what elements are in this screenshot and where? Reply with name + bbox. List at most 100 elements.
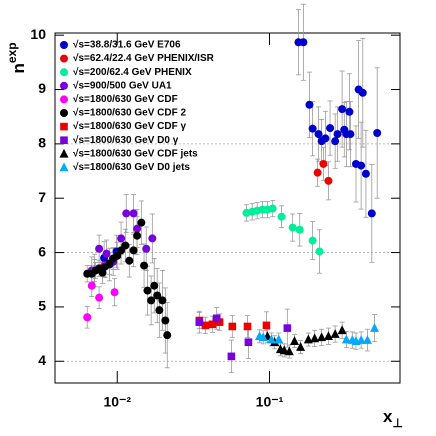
marker-triangle — [284, 346, 294, 356]
marker-square — [228, 322, 237, 331]
marker-triangle — [310, 333, 320, 343]
x-tick-label: 10⁻¹ — [256, 394, 284, 410]
x-label-subscript: ⊥ — [392, 416, 402, 430]
marker-circle — [129, 209, 138, 218]
marker-circle — [95, 244, 104, 253]
legend-label: √s=900/500 GeV UA1 — [73, 80, 172, 91]
marker-square — [208, 320, 217, 329]
marker-circle — [315, 247, 324, 256]
y-tick-label: 6 — [38, 243, 46, 259]
marker-circle — [299, 38, 308, 47]
marker-triangle — [303, 334, 313, 344]
marker-circle — [313, 168, 322, 177]
marker-triangle — [337, 325, 347, 335]
marker-circle — [122, 209, 131, 218]
y-tick-label: 9 — [38, 80, 46, 96]
marker-square — [215, 318, 224, 326]
legend-label: √s=62.4/22.4 GeV PHENIX/ISR — [73, 53, 215, 64]
marker-circle — [321, 134, 330, 143]
marker-circle — [161, 316, 170, 325]
legend-label: √s=1800/630 GeV CDF jets — [73, 148, 198, 159]
marker-triangle — [266, 334, 276, 344]
marker-circle — [163, 331, 172, 340]
marker-square — [227, 352, 236, 361]
marker-circle — [137, 218, 146, 227]
marker-circle — [133, 231, 142, 240]
marker-circle — [133, 224, 142, 233]
marker-circle — [98, 268, 107, 277]
marker-circle — [361, 169, 370, 178]
legend-label: √s=1800/630 GeV D0 γ — [73, 135, 179, 146]
marker-circle — [110, 288, 119, 297]
marker-square — [212, 314, 221, 323]
marker-circle — [319, 159, 328, 168]
marker-circle — [305, 100, 314, 109]
marker-triangle — [370, 323, 380, 332]
legend-marker — [60, 122, 68, 131]
marker-circle — [148, 234, 157, 243]
y-label-superscript: exp — [5, 42, 19, 63]
marker-circle — [102, 249, 111, 258]
marker-circle — [338, 105, 347, 114]
plot-frame — [54, 32, 401, 384]
marker-circle — [308, 124, 317, 133]
marker-circle — [153, 291, 162, 300]
marker-triangle — [341, 334, 351, 344]
marker-circle — [346, 130, 355, 139]
y-label-base: n — [9, 63, 28, 73]
marker-circle — [117, 234, 126, 243]
marker-circle — [142, 244, 151, 253]
legend-marker — [60, 109, 68, 117]
marker-square — [283, 324, 292, 332]
marker-circle — [158, 296, 167, 305]
legend-marker — [59, 148, 69, 158]
marker-square — [244, 338, 253, 347]
legend-marker — [60, 81, 68, 90]
y-tick-label: 4 — [38, 352, 46, 368]
legend-marker — [60, 95, 68, 104]
legend-label: √s=1800/630 GeV CDF γ — [73, 121, 186, 132]
marker-triangle — [356, 335, 366, 344]
legend-marker — [59, 162, 69, 172]
legend-marker — [60, 41, 68, 49]
y-axis-label: nexp — [5, 42, 28, 73]
marker-circle — [129, 246, 138, 255]
marker-triangle — [296, 342, 306, 351]
marker-circle — [268, 204, 277, 213]
marker-circle — [345, 107, 354, 116]
y-tick-label: 8 — [38, 135, 46, 151]
y-tick-label: 5 — [38, 298, 46, 314]
marker-circle — [314, 130, 323, 139]
marker-circle — [87, 281, 96, 290]
legend-label: √s=1800/630 GeV CDF 2 — [73, 108, 186, 119]
x-axis-label: x⊥ — [383, 407, 403, 430]
x-label-base: x — [383, 407, 393, 426]
marker-triangle — [290, 336, 300, 345]
marker-circle — [373, 129, 382, 137]
marker-circle — [121, 241, 130, 250]
marker-circle — [308, 236, 317, 245]
marker-square — [201, 321, 210, 330]
marker-circle — [333, 130, 342, 139]
marker-circle — [326, 124, 335, 133]
y-tick-label: 7 — [38, 189, 46, 205]
x-tick-label: 10⁻² — [103, 394, 131, 410]
y-tick-label: 10 — [30, 26, 46, 42]
legend-label: √s=200/62.4 GeV PHENIX — [73, 67, 192, 78]
legend-marker — [60, 136, 68, 144]
marker-circle — [143, 286, 152, 295]
marker-circle — [324, 176, 333, 185]
marker-circle — [150, 281, 159, 290]
marker-circle — [140, 261, 149, 270]
marker-circle — [331, 137, 340, 146]
marker-square — [262, 321, 271, 330]
marker-circle — [358, 88, 367, 97]
marker-circle — [95, 293, 104, 302]
legend-marker — [60, 54, 68, 63]
marker-triangle — [330, 329, 340, 338]
marker-circle — [83, 313, 92, 322]
marker-square — [195, 318, 204, 326]
legend-marker — [60, 68, 68, 77]
marker-triangle — [279, 345, 289, 355]
